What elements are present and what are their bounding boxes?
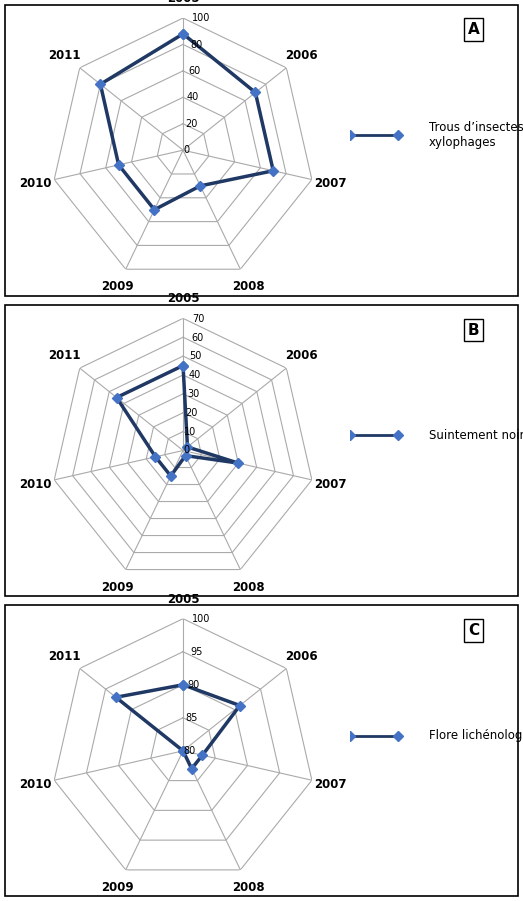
Text: 100: 100 (192, 614, 211, 624)
Text: 0: 0 (183, 445, 189, 456)
Text: Flore lichénologique: Flore lichénologique (429, 729, 523, 742)
Text: 100: 100 (192, 14, 211, 23)
Text: 50: 50 (190, 351, 202, 361)
Text: Trous d’insectes
xylophages: Trous d’insectes xylophages (429, 121, 523, 150)
Text: 85: 85 (185, 713, 198, 723)
Text: 20: 20 (185, 119, 197, 129)
Text: 60: 60 (189, 66, 201, 76)
Text: B: B (468, 323, 479, 338)
Text: C: C (468, 623, 479, 638)
Text: 10: 10 (185, 427, 197, 437)
Text: 20: 20 (186, 408, 198, 418)
Text: 40: 40 (188, 370, 200, 380)
Text: 30: 30 (187, 389, 199, 399)
Text: 60: 60 (191, 332, 203, 342)
Text: 90: 90 (188, 680, 200, 690)
Text: 70: 70 (192, 314, 204, 323)
Text: 80: 80 (190, 40, 203, 50)
Text: 95: 95 (190, 647, 202, 657)
Text: 0: 0 (183, 145, 189, 155)
Text: 40: 40 (187, 93, 199, 103)
Text: Suintement noirâtre: Suintement noirâtre (429, 429, 523, 442)
Text: 80: 80 (183, 746, 195, 756)
Text: A: A (468, 23, 479, 37)
